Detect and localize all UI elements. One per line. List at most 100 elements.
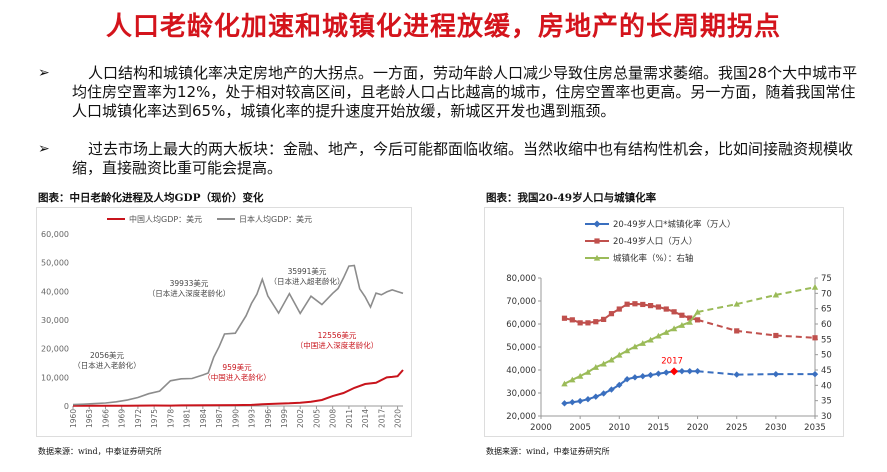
data-point-triangle — [694, 308, 701, 315]
y2-tick-label: 40 — [821, 381, 832, 391]
y-tick-label: 60,000 — [506, 320, 536, 330]
data-point-triangle — [623, 347, 631, 354]
left-chart-caption: 图表：中日老龄化进程及人均GDP（现价）变化 — [38, 192, 264, 204]
x-tick-label: 2015 — [648, 423, 670, 433]
x-tick-label: 2005 — [312, 409, 321, 428]
y-tick-label: 40,000 — [41, 287, 69, 296]
x-tick-label: 1969 — [118, 409, 127, 428]
x-tick-label: 2008 — [329, 409, 338, 428]
data-point-triangle — [592, 364, 599, 370]
data-point-square — [601, 316, 607, 322]
data-point-square — [687, 315, 693, 321]
data-point-square — [734, 328, 740, 334]
right-chart-panel: 20,000 30,000 40,000 50,000 60,000 70,000 80,0… — [484, 207, 844, 437]
data-point-diamond — [561, 400, 568, 407]
y-tick-label: 40,000 — [506, 366, 536, 376]
annotation-value: 39933美元 — [170, 278, 209, 288]
data-point-triangle — [631, 343, 639, 350]
data-point-square — [632, 301, 638, 307]
legend-label: 20-49岁人口*城镇化率（万人） — [613, 219, 735, 230]
y2-tick-label: 50 — [821, 351, 832, 361]
data-point-diamond — [631, 374, 639, 381]
y-tick-label: 80,000 — [506, 274, 536, 284]
data-point-diamond — [811, 370, 819, 378]
series-line-0 — [564, 370, 698, 405]
bullet-text: 过去市场上最大的两大板块：金融、地产，今后可能都面临收缩。当然收缩中也有结构性机… — [72, 140, 854, 177]
x-tick-label: 2020 — [394, 409, 403, 428]
data-point-diamond — [576, 397, 584, 405]
left-chart-panel: 0 10,000 20,000 30,000 40,000 50,000 60,000 196… — [36, 207, 412, 437]
data-point-diamond — [655, 370, 662, 377]
bullet-1: ➢ 人口结构和城镇化率决定房地产的大拐点。一方面，劳动年龄人口减少导致住房总量需… — [38, 64, 868, 121]
data-point-square — [663, 306, 669, 312]
data-point-triangle — [772, 291, 780, 298]
data-point-diamond — [584, 396, 592, 403]
annotation-label: （日本进入超老龄化） — [270, 276, 345, 286]
x-tick-label: 2025 — [726, 423, 748, 433]
right-chart: 20,000 30,000 40,000 50,000 60,000 70,000 80,0… — [506, 219, 832, 433]
page-title: 人口老龄化加速和城镇化进程放缓，房地产的长周期拐点 — [105, 12, 781, 42]
data-point-diamond — [592, 393, 599, 400]
legend-marker — [593, 254, 601, 261]
x-tick-label: 1972 — [134, 409, 143, 428]
y-tick-label: 50,000 — [506, 343, 536, 353]
annotation-value: 959美元 — [222, 362, 252, 372]
series-forecast-line-1 — [697, 318, 816, 339]
legend-marker — [594, 238, 600, 244]
data-point-square — [655, 304, 662, 310]
x-tick-label: 1963 — [85, 409, 94, 428]
y2-tick-label: 60 — [821, 320, 832, 330]
data-point-square — [577, 320, 583, 326]
series-forecast-line-2 — [697, 286, 816, 313]
data-point-triangle — [663, 329, 670, 335]
x-tick-label: 2011 — [345, 409, 354, 428]
y-tick-label: 20,000 — [506, 412, 536, 422]
data-point-triangle — [655, 332, 662, 339]
x-tick-label: 1993 — [248, 409, 257, 428]
y2-tick-label: 45 — [821, 366, 832, 376]
x-tick-label: 2030 — [765, 423, 787, 433]
y2-tick-label: 65 — [821, 305, 832, 315]
data-point-square — [640, 301, 646, 308]
right-chart-source: 数据来源：wind，中泰证券研究所 — [486, 447, 610, 456]
x-tick-label: 1975 — [150, 409, 159, 428]
x-tick-label: 1987 — [215, 409, 224, 428]
data-point-triangle — [561, 380, 568, 387]
data-point-square — [608, 311, 615, 317]
x-tick-label: 2017 — [377, 409, 386, 428]
x-tick-label: 1990 — [231, 409, 240, 428]
data-point-triangle — [584, 368, 592, 375]
data-point-diamond — [678, 367, 686, 375]
data-point-square — [679, 312, 685, 318]
left-chart-source: 数据来源：wind，中泰证券研究所 — [38, 447, 162, 456]
legend-label: 中国人均GDP：美元 — [129, 214, 202, 224]
series-forecast-line-0 — [697, 370, 815, 376]
data-point-triangle — [608, 356, 615, 363]
data-point-square — [773, 332, 779, 339]
annotation-value: 35991美元 — [288, 266, 327, 276]
annotation-label: （中国进入深度老龄化） — [296, 340, 379, 350]
x-tick-label: 1978 — [166, 409, 175, 428]
x-tick-label: 2010 — [608, 423, 630, 433]
data-point-square — [671, 309, 677, 315]
data-point-diamond — [733, 371, 740, 378]
y-tick-label: 0 — [64, 402, 69, 411]
x-tick-label: 1966 — [101, 409, 110, 428]
data-point-diamond — [608, 386, 615, 393]
y2-tick-label: 35 — [821, 397, 832, 407]
legend-label: 日本人均GDP：美元 — [239, 214, 312, 224]
y-tick-label: 10,000 — [41, 373, 69, 382]
x-tick-label: 1960 — [69, 409, 78, 428]
data-point-triangle — [733, 300, 740, 307]
y2-tick-label: 55 — [821, 335, 832, 345]
legend-label: 20-49岁人口（万人） — [613, 236, 697, 247]
data-point-square — [569, 317, 575, 323]
data-point-diamond — [569, 399, 576, 406]
data-point-diamond — [694, 367, 701, 375]
y-tick-label: 60,000 — [41, 230, 69, 239]
left-chart: 0 10,000 20,000 30,000 40,000 50,000 60,000 196… — [41, 214, 404, 428]
data-point-square — [624, 301, 630, 307]
x-tick-label: 2014 — [361, 409, 370, 428]
data-point-triangle — [686, 318, 693, 325]
data-point-triangle — [600, 360, 607, 367]
